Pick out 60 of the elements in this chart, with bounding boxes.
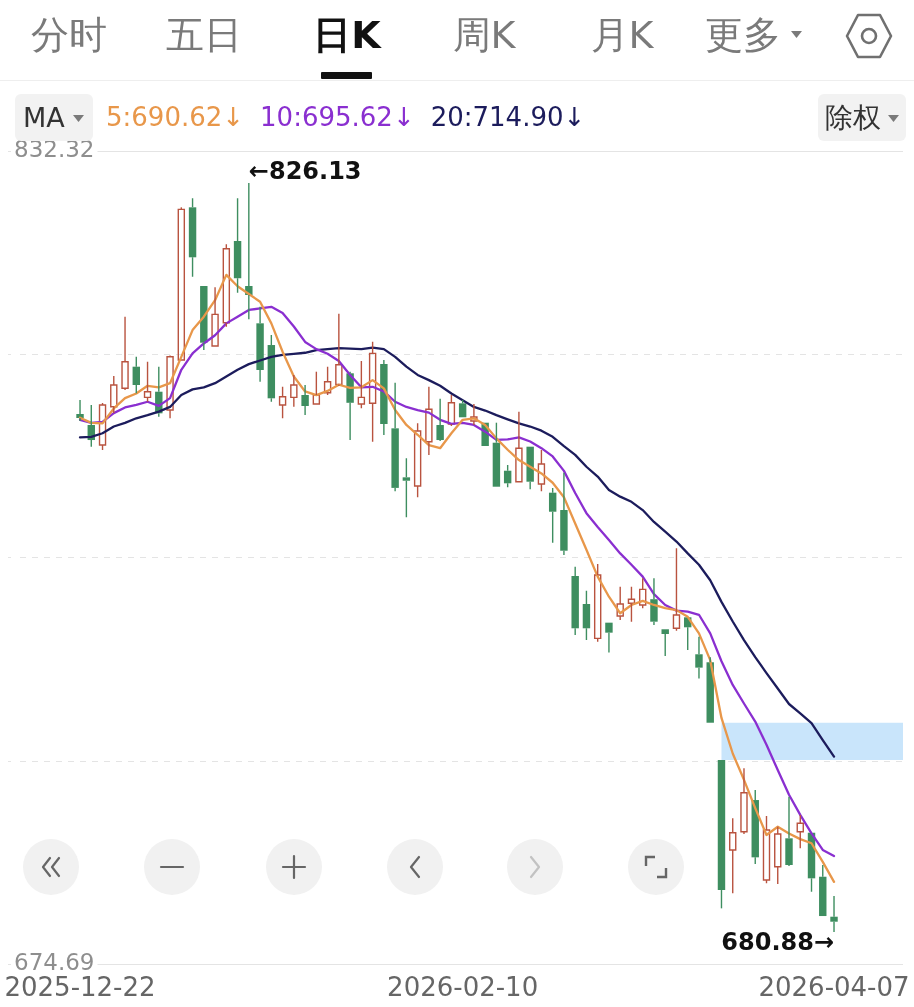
annotation: 680.88→ xyxy=(721,928,835,957)
candlestick xyxy=(785,796,793,866)
candlestick xyxy=(774,826,782,885)
text: 10:695.62↓ xyxy=(260,101,415,134)
candlestick xyxy=(368,341,377,443)
candlestick xyxy=(166,355,174,420)
candlestick xyxy=(571,566,579,636)
annotation: ←826.13 xyxy=(248,157,362,186)
candlestick xyxy=(301,384,309,416)
candlestick xyxy=(661,629,669,657)
candlestick xyxy=(526,446,534,490)
x-tick-label: 2026-02-10 xyxy=(387,971,539,1002)
candlestick xyxy=(132,355,141,395)
text: 20:714.90↓ xyxy=(430,101,586,134)
candlestick xyxy=(357,360,366,410)
candlestick xyxy=(830,895,838,933)
legend-title: MA xyxy=(23,102,65,133)
text: 分时 xyxy=(31,12,107,58)
candlestick xyxy=(729,817,737,895)
candlestick xyxy=(436,398,444,441)
candlestick xyxy=(616,586,624,621)
candlestick xyxy=(335,313,343,387)
candlestick xyxy=(76,399,84,422)
dropdown-button: 除权 xyxy=(818,94,906,141)
candlestick xyxy=(695,636,703,680)
dropdown-button: MA xyxy=(15,94,93,141)
text: 更多 xyxy=(705,12,781,58)
candlestick xyxy=(278,386,287,420)
candlestick xyxy=(560,472,568,556)
text: 月K xyxy=(590,12,654,58)
candlestick xyxy=(200,286,208,351)
candlestick xyxy=(312,371,321,405)
text: 周K xyxy=(452,12,516,58)
candlestick xyxy=(256,306,264,383)
candlestick xyxy=(121,316,129,391)
candlestick xyxy=(796,814,804,850)
candlestick xyxy=(470,403,478,426)
candlestick xyxy=(515,411,523,483)
x-tick-label: 2026-04-07 xyxy=(758,971,910,1002)
candlestick xyxy=(740,767,748,835)
candlestick xyxy=(548,487,557,544)
candlestick xyxy=(582,590,591,641)
candlestick xyxy=(211,286,219,347)
candlestick xyxy=(672,547,681,632)
candlestick xyxy=(391,382,399,492)
candlestick xyxy=(627,586,636,623)
candlestick xyxy=(143,360,152,403)
candlestick xyxy=(402,457,411,518)
text: 五日 xyxy=(166,12,242,58)
candlestick xyxy=(290,374,298,408)
candlestick xyxy=(650,577,658,626)
candlestick xyxy=(233,197,242,294)
text: 5:690.62↓ xyxy=(106,101,245,134)
text: 日K xyxy=(313,12,381,58)
candlestick xyxy=(537,449,546,492)
candlestick xyxy=(425,386,433,456)
candlestick xyxy=(413,422,422,499)
candlestick xyxy=(188,197,197,278)
candlestick xyxy=(492,422,501,487)
candlestick xyxy=(380,359,388,436)
